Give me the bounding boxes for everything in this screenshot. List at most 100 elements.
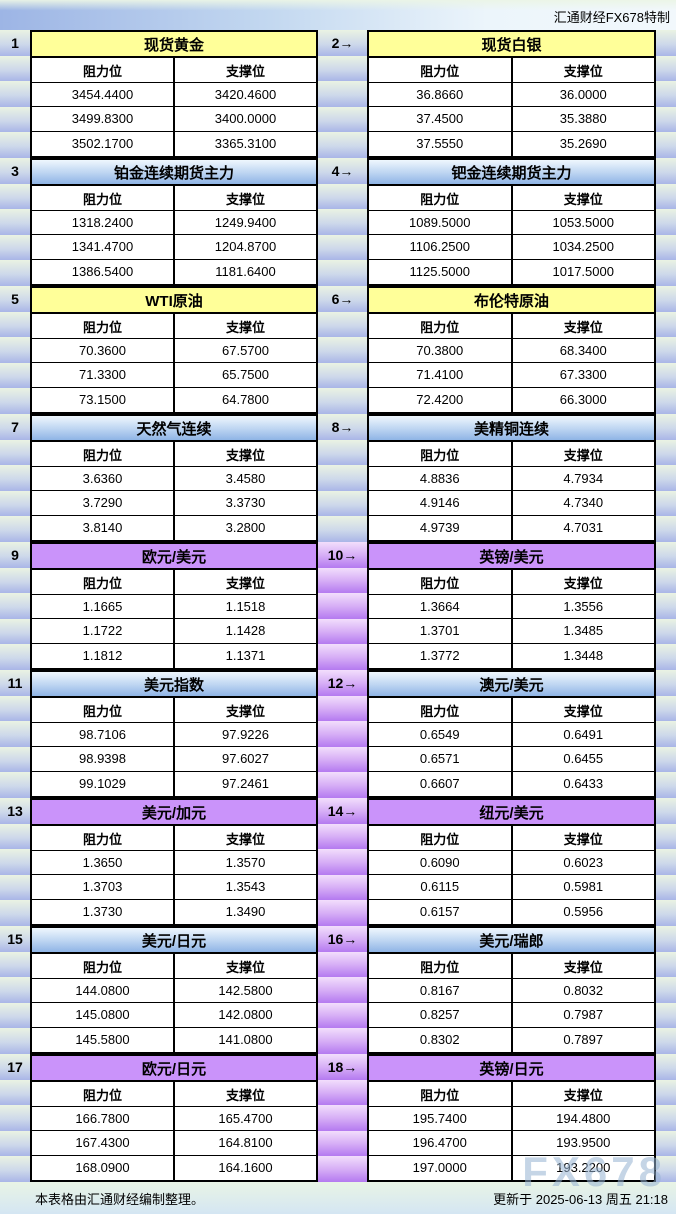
column-header-row: 阻力位 支撑位 <box>369 186 654 211</box>
value-row: 37.4500 35.3880 <box>369 107 654 132</box>
resistance-header: 阻力位 <box>369 442 513 467</box>
gradient-cell <box>0 1002 30 1029</box>
panel-number-marker: 3 <box>0 158 30 184</box>
right-edge-column <box>656 414 676 542</box>
support-header: 支撑位 <box>512 58 654 83</box>
resistance-value: 98.9398 <box>32 747 175 772</box>
gradient-cell <box>0 132 30 158</box>
resistance-value: 98.7106 <box>32 722 175 748</box>
support-value: 0.8032 <box>512 978 654 1004</box>
gradient-cell <box>318 311 367 338</box>
value-row: 1.3772 1.3448 <box>369 643 654 669</box>
gradient-cell <box>0 209 30 235</box>
panel-number-marker: 17 <box>0 1054 30 1080</box>
gradient-cell <box>656 926 676 952</box>
gradient-cell <box>656 516 676 542</box>
resistance-value: 1.3730 <box>32 899 175 925</box>
gradient-cell <box>0 977 30 1003</box>
gradient-cell <box>318 1130 367 1157</box>
gradient-cell <box>656 1002 676 1029</box>
gradient-cell <box>0 490 30 517</box>
resistance-value: 1.3664 <box>369 594 513 620</box>
panel-pair-row: 15 美元/日元 阻力位 支撑位 144.0800 142.5800 145.0800 142… <box>0 926 676 1054</box>
value-row: 1318.2400 1249.9400 <box>32 210 316 236</box>
support-value: 193.2200 <box>512 1155 654 1181</box>
value-row: 145.5800 141.0800 <box>32 1027 316 1053</box>
resistance-value: 3.8140 <box>32 515 175 541</box>
column-header-row: 阻力位 支撑位 <box>32 186 316 211</box>
resistance-value: 0.6549 <box>369 722 513 748</box>
support-value: 194.4800 <box>512 1106 654 1132</box>
value-row: 1125.5000 1017.5000 <box>369 259 654 285</box>
gradient-cell <box>656 721 676 747</box>
gradient-cell <box>318 132 367 158</box>
gradient-cell <box>656 132 676 158</box>
resistance-value: 4.9739 <box>369 515 513 541</box>
support-value: 1249.9400 <box>175 210 316 236</box>
gradient-cell <box>318 55 367 82</box>
panel-number-marker: 13 <box>0 798 30 824</box>
panel-number-marker: 15 <box>0 926 30 952</box>
resistance-value: 1341.4700 <box>32 235 175 260</box>
resistance-header: 阻力位 <box>369 698 513 723</box>
panel-title: 欧元/日元 <box>32 1056 316 1083</box>
right-edge-column <box>656 286 676 414</box>
resistance-header: 阻力位 <box>32 186 175 211</box>
support-value: 164.8100 <box>175 1131 316 1156</box>
right-edge-column <box>656 542 676 670</box>
value-row: 0.8167 0.8032 <box>369 978 654 1004</box>
center-spacer-column: 4→ <box>318 158 367 286</box>
column-header-row: 阻力位 支撑位 <box>32 1082 316 1107</box>
resistance-value: 4.9146 <box>369 491 513 516</box>
support-value: 3420.4600 <box>175 82 316 108</box>
support-value: 3.4580 <box>175 466 316 492</box>
support-value: 142.5800 <box>175 978 316 1004</box>
support-value: 97.2461 <box>175 771 316 797</box>
value-row: 168.0900 164.1600 <box>32 1155 316 1181</box>
resistance-value: 70.3800 <box>369 338 513 364</box>
panel-title: 美元/瑞郎 <box>369 928 654 955</box>
support-value: 142.0800 <box>175 1003 316 1028</box>
panel: 美元/瑞郎 阻力位 支撑位 0.8167 0.8032 0.8257 0.7987 0.830… <box>367 926 656 1054</box>
footer-updated-timestamp: 更新于 2025-06-13 周五 21:18 <box>493 1191 668 1207</box>
resistance-header: 阻力位 <box>32 442 175 467</box>
resistance-value: 0.8167 <box>369 978 513 1004</box>
value-row: 3502.1700 3365.3100 <box>32 131 316 157</box>
panel-number-marker: 12→ <box>318 670 367 696</box>
gradient-cell <box>656 695 676 722</box>
column-header-row: 阻力位 支撑位 <box>369 58 654 83</box>
right-edge-column <box>656 158 676 286</box>
panel-title: 美精铜连续 <box>369 416 654 443</box>
value-row: 1.1812 1.1371 <box>32 643 316 669</box>
value-row: 167.4300 164.8100 <box>32 1131 316 1156</box>
resistance-value: 0.8257 <box>369 1003 513 1028</box>
resistance-value: 0.6090 <box>369 850 513 876</box>
resistance-value: 168.0900 <box>32 1155 175 1181</box>
gradient-cell <box>318 849 367 875</box>
support-header: 支撑位 <box>512 314 654 339</box>
support-value: 3.3730 <box>175 491 316 516</box>
resistance-value: 0.6571 <box>369 747 513 772</box>
panel-number-marker: 11 <box>0 670 30 696</box>
panel-title: 纽元/美元 <box>369 800 654 827</box>
gradient-cell <box>318 1079 367 1106</box>
support-value: 0.5981 <box>512 875 654 900</box>
support-value: 3365.3100 <box>175 131 316 157</box>
panel-title: 天然气连续 <box>32 416 316 443</box>
panel-number-marker: 14→ <box>318 798 367 824</box>
resistance-header: 阻力位 <box>369 314 513 339</box>
value-row: 70.3600 67.5700 <box>32 338 316 364</box>
value-row: 37.5550 35.2690 <box>369 131 654 157</box>
row-number-column: 1 <box>0 30 30 158</box>
panel-number-marker: 9 <box>0 542 30 568</box>
gradient-cell <box>0 593 30 619</box>
gradient-cell <box>656 337 676 363</box>
panel-number-marker: 6→ <box>318 286 367 312</box>
support-value: 4.7934 <box>512 466 654 492</box>
resistance-value: 3.6360 <box>32 466 175 492</box>
value-row: 1089.5000 1053.5000 <box>369 210 654 236</box>
gradient-cell <box>318 874 367 901</box>
resistance-value: 167.4300 <box>32 1131 175 1156</box>
resistance-value: 145.5800 <box>32 1027 175 1053</box>
center-spacer-column: 6→ <box>318 286 367 414</box>
